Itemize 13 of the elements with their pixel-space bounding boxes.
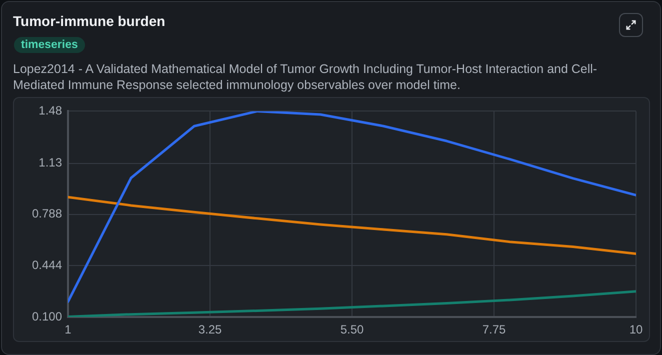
y-tick-label: 0.100	[32, 309, 62, 324]
chart-subtitle: Lopez2014 - A Validated Mathematical Model of Tumor Growth Including Tumor-Host Interaction and Cell-Mediated Immune Response selected immunology observables over model time.	[13, 61, 598, 93]
text: timeseries	[14, 37, 85, 53]
y-tick-label: 1.48	[38, 104, 62, 118]
x-tick-label: 7.75	[482, 322, 506, 337]
x-tick-label: 3.25	[198, 322, 222, 337]
y-tick-label: 1.13	[38, 156, 62, 170]
x-tick-label: 5.50	[340, 322, 364, 337]
x-tick-label: 1	[64, 322, 72, 337]
x-tick-label: 10	[629, 322, 643, 337]
chart-title: Tumor-immune burden	[13, 13, 166, 29]
y-tick-label: 0.444	[32, 258, 62, 272]
y-tick-label: 0.788	[32, 206, 62, 221]
